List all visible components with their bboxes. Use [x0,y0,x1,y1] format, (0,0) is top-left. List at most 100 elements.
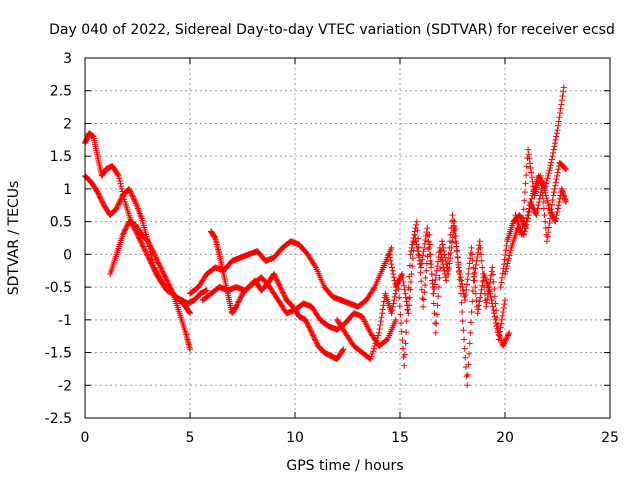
data-point-marker [487,276,494,283]
data-point-marker [555,122,562,129]
data-point-marker [156,261,163,268]
data-point-marker [476,238,483,245]
data-point-marker [525,146,532,153]
data-point-marker [281,293,288,300]
data-point-marker [476,242,483,249]
data-point-marker [499,274,506,281]
data-point-marker [459,308,466,315]
data-point-marker [418,260,425,267]
data-point-marker [414,248,421,255]
data-point-marker [467,329,474,336]
data-point-marker [399,337,406,344]
data-point-marker [129,193,136,200]
data-point-marker [547,215,554,222]
data-point-marker [461,345,468,352]
data-point-marker [548,156,555,163]
data-point-marker [530,183,537,190]
data-point-marker [442,274,449,281]
data-point-marker [479,264,486,271]
data-point-marker [311,335,318,342]
data-point-marker [160,269,167,276]
series-track-a [82,130,210,307]
data-point-marker [542,189,549,196]
data-point-marker [372,340,379,347]
data-point-marker [556,195,563,202]
data-point-marker [124,222,131,229]
data-point-marker [155,260,162,267]
data-point-marker [545,202,552,209]
data-point-marker [424,231,431,238]
data-point-marker [465,361,472,368]
data-point-marker [500,341,507,348]
data-point-marker [460,327,467,334]
data-point-marker [282,294,289,301]
data-point-marker [151,251,158,258]
data-point-marker [471,269,478,276]
data-point-marker [546,164,553,171]
data-point-marker [154,257,161,264]
data-point-marker [126,187,133,194]
data-point-marker [274,277,281,284]
data-point-marker [156,263,163,270]
data-point-marker [379,306,386,313]
data-point-marker [553,176,560,183]
data-point-marker [142,247,149,254]
data-point-marker [97,195,104,202]
data-point-marker [521,228,528,235]
data-point-marker [95,190,102,197]
data-point-marker [118,195,125,202]
data-point-marker [396,303,403,310]
data-point-marker [504,332,511,339]
data-point-marker [378,314,385,321]
data-point-marker [150,261,157,268]
data-point-marker [370,285,377,292]
data-point-marker [153,256,160,263]
y-tick-label: -1.5 [45,346,72,362]
data-point-marker [498,320,505,327]
data-point-marker [478,257,485,264]
data-point-marker [557,105,564,112]
data-point-marker [278,286,285,293]
data-point-marker [277,285,284,292]
data-point-marker [445,257,452,264]
data-point-marker [531,208,538,215]
data-point-marker [392,316,399,323]
data-point-marker [439,257,446,264]
data-point-marker [553,133,560,140]
data-point-marker [463,286,470,293]
data-point-marker [148,244,155,251]
data-point-marker [534,208,541,215]
data-point-marker [119,231,126,238]
data-point-marker [374,335,381,342]
data-point-marker [277,284,284,291]
data-point-marker [414,227,421,234]
data-point-marker [422,274,429,281]
data-point-marker [118,183,125,190]
data-point-marker [552,218,559,225]
data-point-marker [148,246,155,253]
data-point-marker [122,225,129,232]
data-point-marker [490,307,497,313]
data-point-marker [419,252,426,259]
tick-layer: 0 5 10 15 20 25 -2.5 -2 -1.5 -1 -0.5 0 0.5 1 1.5 2 2.5 3 [45,51,619,446]
data-point-marker [469,288,476,295]
data-point-marker [403,298,410,305]
data-point-marker [474,253,481,260]
data-point-marker [521,197,528,204]
data-point-marker [238,293,245,300]
data-point-marker [160,271,167,277]
data-point-marker [313,339,320,346]
data-point-marker [501,256,508,263]
data-point-marker [519,223,526,230]
data-point-marker [445,251,452,258]
data-point-marker [469,257,476,264]
data-point-marker [477,290,484,297]
data-point-marker [389,264,396,271]
data-point-marker [435,253,442,260]
data-point-marker [467,319,474,326]
data-point-marker [235,299,242,306]
data-point-marker [143,250,150,257]
data-point-marker [547,162,554,169]
data-point-marker [523,218,530,225]
